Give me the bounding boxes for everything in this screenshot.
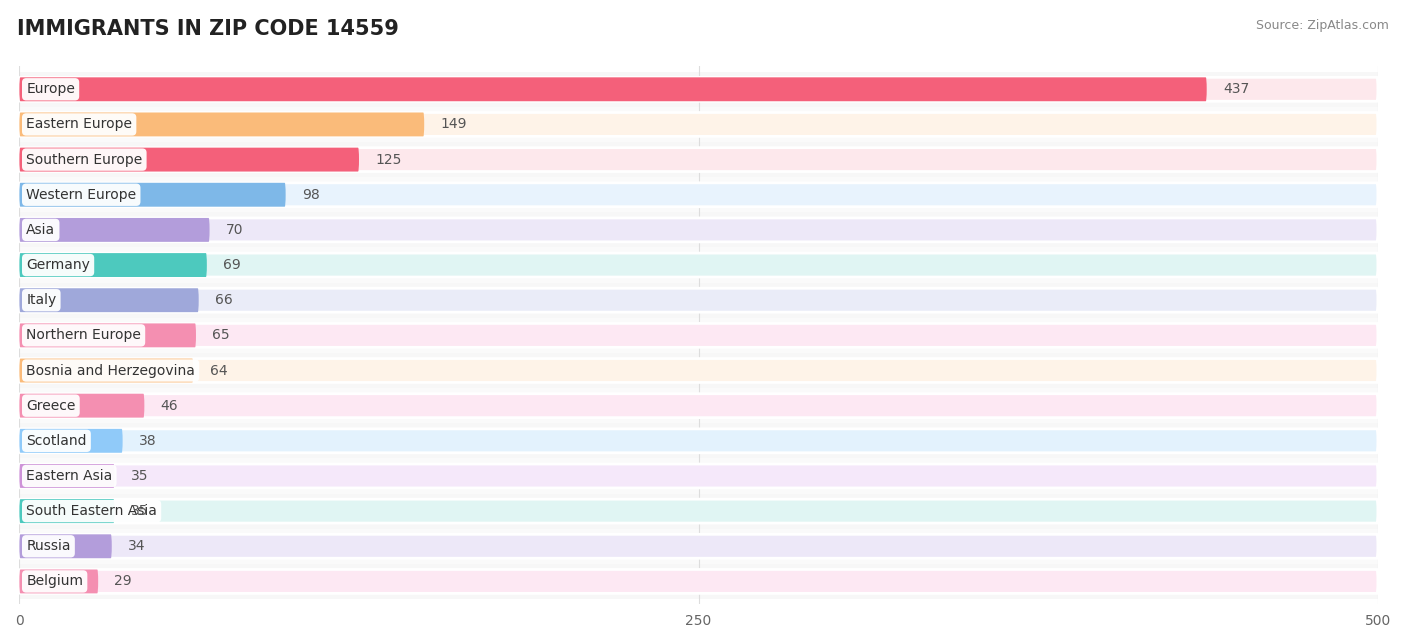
Bar	[20, 177, 1378, 212]
Text: Eastern Asia: Eastern Asia	[27, 469, 112, 483]
Text: 65: 65	[212, 329, 231, 342]
Text: 35: 35	[131, 504, 148, 518]
FancyBboxPatch shape	[20, 288, 1378, 312]
Text: Scotland: Scotland	[27, 434, 87, 448]
Bar	[20, 212, 1378, 248]
FancyBboxPatch shape	[20, 218, 209, 242]
FancyBboxPatch shape	[20, 288, 198, 312]
FancyBboxPatch shape	[20, 429, 1378, 453]
Text: 98: 98	[302, 188, 319, 202]
Text: 437: 437	[1223, 82, 1250, 96]
Bar	[20, 423, 1378, 458]
Text: Greece: Greece	[27, 399, 76, 413]
FancyBboxPatch shape	[20, 499, 114, 523]
Text: 34: 34	[128, 539, 146, 553]
FancyBboxPatch shape	[20, 218, 1378, 242]
Bar	[20, 283, 1378, 318]
Text: 38: 38	[139, 434, 156, 448]
FancyBboxPatch shape	[20, 394, 145, 417]
FancyBboxPatch shape	[20, 77, 1378, 101]
Text: IMMIGRANTS IN ZIP CODE 14559: IMMIGRANTS IN ZIP CODE 14559	[17, 19, 399, 39]
Text: 29: 29	[114, 574, 132, 588]
Text: Bosnia and Herzegovina: Bosnia and Herzegovina	[27, 363, 195, 377]
Text: South Eastern Asia: South Eastern Asia	[27, 504, 157, 518]
FancyBboxPatch shape	[20, 113, 1378, 136]
FancyBboxPatch shape	[20, 148, 1378, 172]
Text: 149: 149	[440, 118, 467, 131]
FancyBboxPatch shape	[20, 183, 1378, 206]
Text: Southern Europe: Southern Europe	[27, 152, 142, 167]
FancyBboxPatch shape	[20, 464, 114, 488]
Text: Eastern Europe: Eastern Europe	[27, 118, 132, 131]
FancyBboxPatch shape	[20, 499, 1378, 523]
Text: Belgium: Belgium	[27, 574, 83, 588]
Bar	[20, 248, 1378, 283]
Bar	[20, 529, 1378, 564]
Text: Russia: Russia	[27, 539, 70, 553]
Text: Northern Europe: Northern Europe	[27, 329, 141, 342]
FancyBboxPatch shape	[20, 253, 207, 277]
Bar	[20, 72, 1378, 107]
Text: Western Europe: Western Europe	[27, 188, 136, 202]
Text: 46: 46	[160, 399, 179, 413]
Bar	[20, 353, 1378, 388]
FancyBboxPatch shape	[20, 253, 1378, 277]
FancyBboxPatch shape	[20, 534, 1378, 558]
FancyBboxPatch shape	[20, 323, 195, 347]
Bar	[20, 494, 1378, 529]
FancyBboxPatch shape	[20, 534, 111, 558]
Text: Asia: Asia	[27, 223, 55, 237]
FancyBboxPatch shape	[20, 148, 359, 172]
FancyBboxPatch shape	[20, 77, 1206, 101]
Text: 69: 69	[224, 258, 240, 272]
FancyBboxPatch shape	[20, 429, 122, 453]
Bar	[20, 107, 1378, 142]
Bar	[20, 458, 1378, 494]
FancyBboxPatch shape	[20, 570, 98, 593]
Text: 66: 66	[215, 293, 233, 307]
Text: Italy: Italy	[27, 293, 56, 307]
FancyBboxPatch shape	[20, 183, 285, 206]
Bar	[20, 318, 1378, 353]
Bar	[20, 564, 1378, 599]
FancyBboxPatch shape	[20, 113, 425, 136]
Text: 125: 125	[375, 152, 402, 167]
Text: 70: 70	[226, 223, 243, 237]
Text: Germany: Germany	[27, 258, 90, 272]
FancyBboxPatch shape	[20, 323, 1378, 347]
FancyBboxPatch shape	[20, 464, 1378, 488]
Text: 64: 64	[209, 363, 228, 377]
Text: Source: ZipAtlas.com: Source: ZipAtlas.com	[1256, 19, 1389, 32]
Text: Europe: Europe	[27, 82, 75, 96]
FancyBboxPatch shape	[20, 359, 193, 383]
FancyBboxPatch shape	[20, 359, 1378, 383]
Text: 35: 35	[131, 469, 148, 483]
Bar	[20, 142, 1378, 177]
FancyBboxPatch shape	[20, 394, 1378, 417]
FancyBboxPatch shape	[20, 570, 1378, 593]
Bar	[20, 388, 1378, 423]
